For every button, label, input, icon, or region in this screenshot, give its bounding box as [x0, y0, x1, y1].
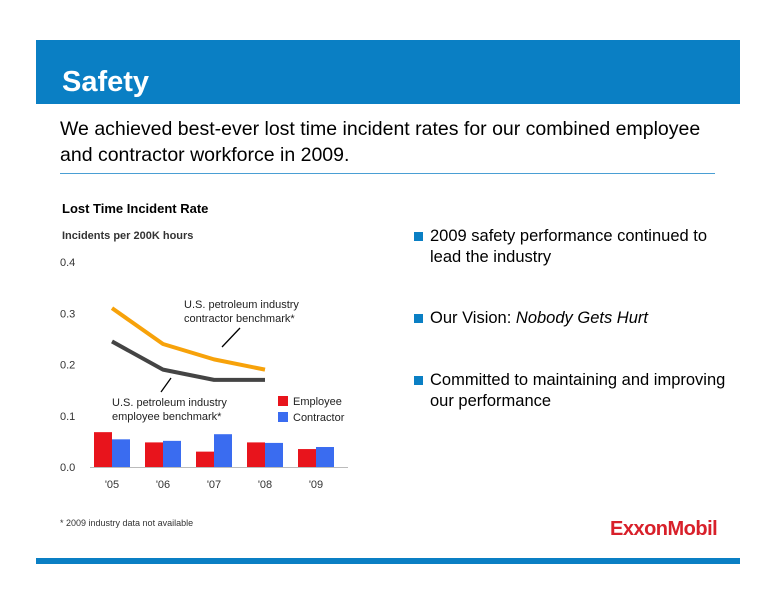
contractor-benchmark-label: U.S. petroleum industry	[184, 299, 299, 311]
contractor-bar	[163, 440, 181, 467]
bullet-emphasis: Nobody Gets Hurt	[515, 309, 648, 327]
slide-title: Safety	[62, 66, 150, 98]
chart-y-label: Incidents per 200K hours	[62, 230, 194, 242]
bullet-square-icon	[414, 314, 423, 323]
employee-callout-line	[160, 377, 172, 393]
title-bar: Safety	[36, 40, 740, 104]
employee-bar	[247, 442, 265, 467]
y-tick-label: 0.1	[60, 411, 75, 423]
contractor-benchmark-line	[110, 306, 266, 372]
contractor-bar	[316, 447, 334, 467]
employee-benchmark-label: U.S. petroleum industry	[112, 397, 227, 409]
y-tick-label: 0.4	[60, 257, 75, 269]
bullet-square-icon	[414, 376, 423, 385]
contractor-callout-line	[221, 327, 241, 348]
bullet-prefix: Our Vision:	[430, 309, 516, 327]
contractor-bar	[112, 439, 130, 467]
y-tick-label: 0.2	[60, 360, 75, 372]
employee-benchmark-line	[111, 339, 265, 382]
bottom-bar	[36, 558, 740, 564]
legend-contractor-label: Contractor	[293, 412, 345, 424]
x-tick-label: '06	[156, 479, 170, 491]
contractor-bar	[265, 442, 283, 467]
employee-bar	[196, 451, 214, 467]
employee-bar	[145, 442, 163, 467]
bullet-item: Our Vision: Nobody Gets Hurt	[414, 308, 648, 329]
contractor-benchmark-label: contractor benchmark*	[184, 313, 295, 325]
chart-title: Lost Time Incident Rate	[62, 201, 209, 216]
y-tick-label: 0.3	[60, 308, 75, 320]
x-tick-label: '09	[309, 479, 323, 491]
incident-rate-chart: 0.0 0.1 0.2 0.3 0.4 '05 '06 '07 '08 '09 U.S. petro…	[60, 257, 348, 491]
exxonmobil-logo: ExxonMobil	[610, 518, 718, 540]
legend-contractor-swatch	[278, 412, 288, 422]
contractor-bar	[214, 434, 232, 467]
footnote: * 2009 industry data not available	[60, 518, 194, 528]
employee-bar	[94, 432, 112, 467]
divider	[60, 173, 715, 174]
legend-employee-label: Employee	[293, 396, 342, 408]
employee-benchmark-label: employee benchmark*	[112, 411, 222, 423]
bullet-item: 2009 safety performance continued to lea…	[414, 226, 734, 268]
x-tick-label: '07	[207, 479, 221, 491]
legend-employee-swatch	[278, 396, 288, 406]
bullet-square-icon	[414, 232, 423, 241]
bullet-text: 2009 safety performance continued to lea…	[430, 227, 708, 266]
slide-subtitle: We achieved best-ever lost time incident…	[60, 118, 701, 166]
bullet-text: Committed to maintaining and improving o…	[430, 371, 726, 410]
bullet-item: Committed to maintaining and improving o…	[414, 370, 734, 412]
x-tick-label: '08	[258, 479, 272, 491]
x-tick-label: '05	[105, 479, 119, 491]
employee-bar	[298, 449, 316, 467]
y-tick-label: 0.0	[60, 462, 75, 474]
